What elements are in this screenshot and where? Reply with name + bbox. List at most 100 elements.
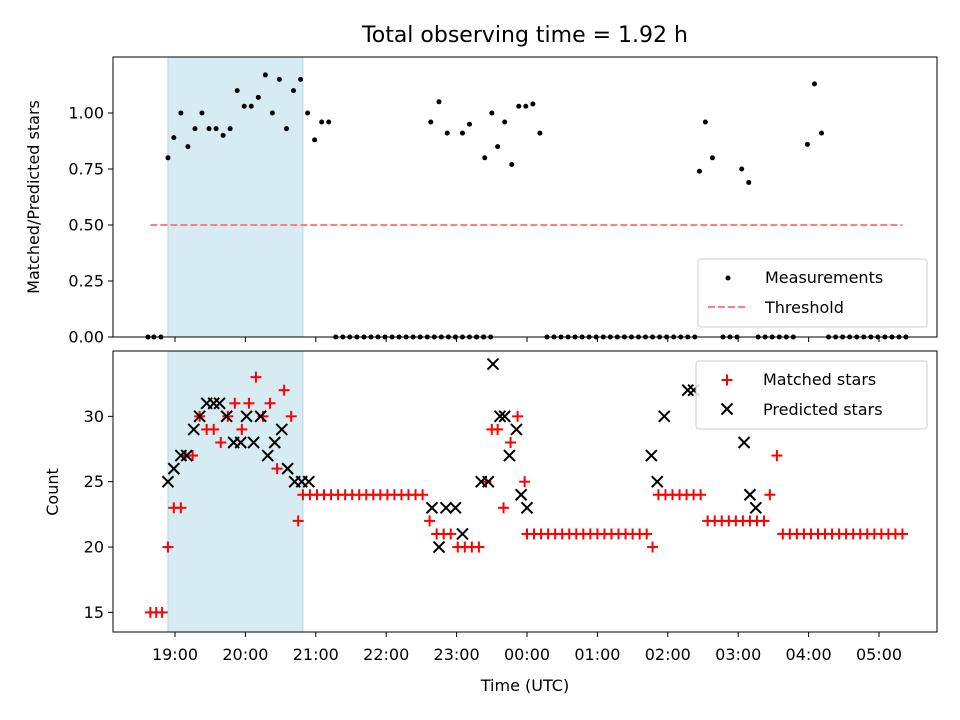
matched-star-point — [229, 397, 241, 409]
matched-star-point — [445, 528, 457, 540]
measurement-point — [509, 162, 515, 168]
measurement-point — [178, 110, 184, 116]
measurement-point — [739, 166, 745, 172]
x-tick-label: 21:00 — [293, 645, 339, 664]
measurement-point — [811, 81, 817, 87]
measurement-point — [165, 155, 171, 161]
legend-label-predicted: Predicted stars — [763, 400, 883, 419]
matched-star-point — [473, 541, 485, 553]
predicted-star-point — [498, 410, 511, 423]
matched-star-point — [512, 410, 524, 422]
predicted-star-point — [247, 436, 260, 449]
measurement-point — [819, 130, 825, 136]
matched-star-point — [641, 528, 653, 540]
measurement-point — [305, 110, 311, 116]
predicted-star-point — [749, 501, 763, 515]
predicted-star-point — [220, 410, 233, 423]
predicted-star-point — [281, 462, 294, 475]
measurement-point — [248, 103, 254, 109]
measurement-point — [227, 126, 233, 132]
top-panel: 0.00 0.25 0.50 0.75 1.00 Measurements Threshol… — [68, 56, 938, 347]
measurement-point — [702, 119, 708, 125]
measurement-point — [746, 179, 752, 185]
predicted-star-point — [449, 501, 462, 515]
matched-star-point — [647, 541, 659, 553]
matched-star-point — [424, 515, 436, 527]
measurement-point — [502, 119, 508, 125]
measurement-point — [326, 119, 332, 125]
y-tick-label: 15 — [84, 603, 104, 622]
predicted-star-point — [514, 488, 528, 501]
predicted-star-point — [645, 449, 658, 462]
top-axes-frame — [112, 56, 938, 338]
predicted-star-point — [658, 410, 671, 423]
x-tick-label: 02:00 — [645, 645, 691, 664]
measurement-point — [489, 110, 495, 116]
matched-star-point — [771, 450, 783, 462]
measurement-point — [241, 103, 247, 109]
y-tick-label: 30 — [84, 407, 104, 426]
predicted-star-point — [207, 397, 220, 410]
predicted-star-point — [240, 410, 253, 423]
measurement-point — [206, 126, 212, 132]
observing-window-shade — [167, 350, 304, 633]
predicted-star-point — [261, 449, 274, 462]
predicted-star-point — [275, 423, 288, 436]
matched-star-point — [764, 489, 776, 501]
x-tick-label: 20:00 — [222, 645, 268, 664]
measurement-point — [444, 130, 450, 136]
matched-star-point — [492, 423, 504, 435]
measurement-point — [283, 126, 289, 132]
matched-star-point — [175, 502, 187, 514]
measurement-point — [262, 72, 268, 78]
measurement-point — [291, 88, 297, 94]
matched-star-point — [896, 528, 908, 540]
top-ylabel: Matched/Predicted stars — [24, 100, 43, 294]
matched-star-point — [278, 384, 290, 396]
matched-star-point — [250, 371, 262, 383]
bottom-panel: 15 20 25 30 19:00 20:00 21:00 22:00 23:00 00:00 01… — [84, 350, 938, 664]
bottom-legend: Matched stars Predicted stars — [695, 360, 928, 430]
y-tick-label: 0.00 — [68, 328, 104, 347]
x-tick-label: 23:00 — [434, 645, 480, 664]
measurement-point — [495, 144, 501, 150]
measurement-point — [234, 88, 240, 94]
measurement-point — [199, 110, 205, 116]
measurement-point — [428, 119, 434, 125]
measurement-point — [436, 99, 442, 105]
measurement-point — [171, 135, 177, 141]
predicted-star-point — [234, 436, 247, 449]
predicted-star-point — [456, 527, 469, 541]
predicted-star-point — [302, 475, 315, 488]
matched-star-point — [162, 541, 174, 553]
measurement-point — [213, 126, 219, 132]
matched-star-point — [498, 502, 510, 514]
matched-star-point — [243, 397, 255, 409]
observing-window-shade — [167, 56, 304, 338]
measurement-point — [696, 168, 702, 174]
matched-star-point — [695, 489, 707, 501]
matched-star-point — [519, 476, 531, 488]
predicted-star-point — [425, 501, 439, 515]
matched-star-point — [156, 606, 168, 618]
measurement-point — [467, 121, 473, 127]
y-tick-label: 0.50 — [68, 216, 104, 235]
predicted-star-point — [187, 423, 200, 436]
predicted-star-point — [743, 488, 757, 501]
predicted-star-point — [268, 436, 281, 449]
predicted-star-point — [439, 501, 453, 515]
predicted-star-point — [493, 410, 507, 423]
predicted-star-point — [681, 384, 694, 397]
measurement-point — [312, 137, 318, 143]
matched-star-point — [505, 436, 517, 448]
x-tick-label: 00:00 — [504, 645, 550, 664]
matched-star-point — [417, 489, 429, 501]
predicted-star-point — [737, 436, 751, 449]
measurement-point — [482, 155, 488, 161]
bottom-xlabel: Time (UTC) — [480, 676, 569, 695]
predicted-star-point — [254, 410, 267, 423]
matched-star-point — [758, 515, 770, 527]
predicted-star-point — [486, 357, 500, 371]
legend-label-measurements: Measurements — [765, 268, 883, 287]
matched-star-point — [271, 463, 283, 475]
